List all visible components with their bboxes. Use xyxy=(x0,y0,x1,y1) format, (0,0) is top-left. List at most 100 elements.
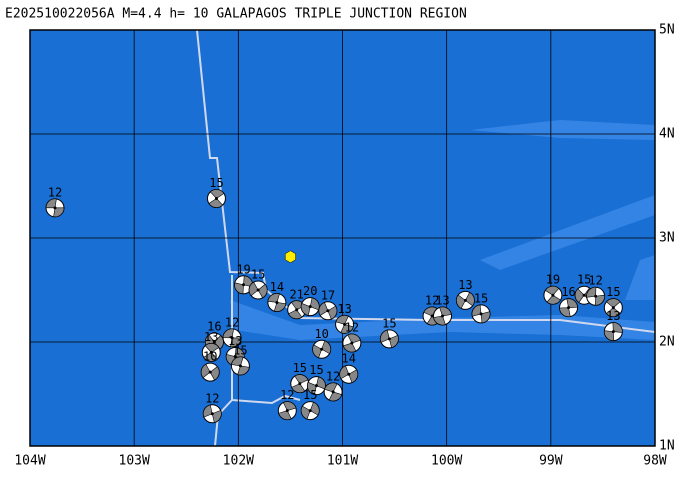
depth-label: 12 xyxy=(326,369,340,383)
lon-tick-label: 103W xyxy=(119,454,150,469)
p-axis xyxy=(212,340,216,344)
focal-mechanism xyxy=(248,280,268,300)
depth-label: 15 xyxy=(309,363,323,377)
depth-label: 10 xyxy=(314,327,328,341)
focal-mechanism xyxy=(290,374,310,394)
focal-mechanism xyxy=(306,376,326,396)
depth-label: 12 xyxy=(280,388,294,402)
focal-mechanism xyxy=(202,404,222,424)
p-axis xyxy=(551,293,555,297)
depth-label: 12 xyxy=(425,294,439,308)
depth-label: 15 xyxy=(606,285,620,299)
focal-mechanism xyxy=(45,198,65,218)
focal-mechanism xyxy=(342,333,362,353)
focal-mechanism xyxy=(339,364,359,384)
compression-quadrant xyxy=(544,285,561,305)
focal-mechanism xyxy=(222,328,242,348)
focal-mechanism xyxy=(471,304,491,324)
p-axis xyxy=(347,372,351,376)
p-axis xyxy=(210,412,214,416)
p-axis xyxy=(326,309,330,313)
compression-quadrant xyxy=(559,298,578,317)
compression-quadrant xyxy=(342,333,361,353)
plate-boundary xyxy=(196,29,656,333)
depth-label: 15 xyxy=(303,388,317,402)
p-axis xyxy=(331,390,335,394)
depth-label: 13 xyxy=(204,330,218,344)
p-axis xyxy=(298,382,302,386)
p-axis xyxy=(275,300,279,304)
p-axis xyxy=(233,355,237,359)
p-axis xyxy=(479,312,483,316)
p-axis xyxy=(430,314,434,318)
depth-label: 13 xyxy=(337,302,351,316)
depth-label: 12 xyxy=(48,185,62,199)
focal-mechanism xyxy=(318,301,338,321)
depth-label: 10 xyxy=(203,350,217,364)
p-axis xyxy=(441,314,444,318)
lat-tick-label: 4N xyxy=(659,127,675,142)
p-axis xyxy=(209,350,213,354)
lat-tick-label: 5N xyxy=(659,23,675,38)
compression-quadrant xyxy=(45,198,65,218)
lat-tick-label: 2N xyxy=(659,335,675,350)
p-axis xyxy=(285,409,289,413)
compression-quadrant xyxy=(203,343,220,362)
p-axis xyxy=(463,298,467,302)
p-axis xyxy=(308,305,312,309)
p-axis xyxy=(594,294,598,298)
depth-label: 14 xyxy=(270,280,284,294)
depth-label: 16 xyxy=(561,285,575,299)
p-axis xyxy=(214,196,218,200)
p-axis xyxy=(242,283,246,287)
p-axis xyxy=(53,206,57,210)
p-axis xyxy=(387,337,391,341)
depth-label: 15 xyxy=(577,273,591,287)
p-axis xyxy=(295,308,299,312)
focal-mechanism xyxy=(603,298,623,318)
depth-label: 13 xyxy=(606,309,620,323)
depth-label: 19 xyxy=(546,273,560,287)
map-title: E202510022056A M=4.4 h= 10 GALAPAGOS TRI… xyxy=(5,7,467,22)
focal-mechanism xyxy=(300,297,320,317)
depth-label: 12 xyxy=(225,315,239,329)
lon-tick-label: 102W xyxy=(223,454,254,469)
focal-mechanism xyxy=(433,306,452,326)
lon-tick-label: 104W xyxy=(14,454,45,469)
focal-mechanism xyxy=(603,322,623,342)
compression-quadrant xyxy=(606,298,621,317)
focal-mechanism xyxy=(230,356,250,376)
depth-label: 20 xyxy=(303,284,317,298)
depth-label: 19 xyxy=(236,262,250,276)
depth-label: 15 xyxy=(293,361,307,375)
depth-label: 15 xyxy=(233,343,247,357)
focal-mechanism xyxy=(300,401,320,421)
depth-label: 12 xyxy=(345,321,359,335)
focal-mechanism xyxy=(559,298,579,318)
lon-tick-label: 99W xyxy=(539,454,563,469)
p-axis xyxy=(320,347,324,351)
focal-mechanism xyxy=(379,329,399,349)
p-axis xyxy=(208,370,212,374)
compression-quadrant xyxy=(335,315,354,334)
p-axis xyxy=(567,306,571,310)
map-frame xyxy=(29,29,656,447)
focal-mechanism xyxy=(323,382,343,402)
lon-tick-label: 98W xyxy=(643,454,667,469)
compression-quadrant xyxy=(278,401,297,420)
focal-mechanism xyxy=(543,285,563,305)
depth-label: 12 xyxy=(205,391,219,405)
p-axis xyxy=(350,341,354,345)
p-axis xyxy=(611,330,615,334)
focal-mechanism xyxy=(455,290,475,310)
lat-tick-label: 1N xyxy=(659,439,675,454)
depth-label: 14 xyxy=(342,352,356,366)
focal-mechanism xyxy=(200,362,220,382)
p-axis xyxy=(256,288,260,292)
compression-quadrant xyxy=(433,306,452,326)
focal-mechanism xyxy=(277,401,297,421)
depth-label: 15 xyxy=(251,268,265,282)
focal-mechanism xyxy=(201,342,221,362)
depth-label: 15 xyxy=(474,291,488,305)
